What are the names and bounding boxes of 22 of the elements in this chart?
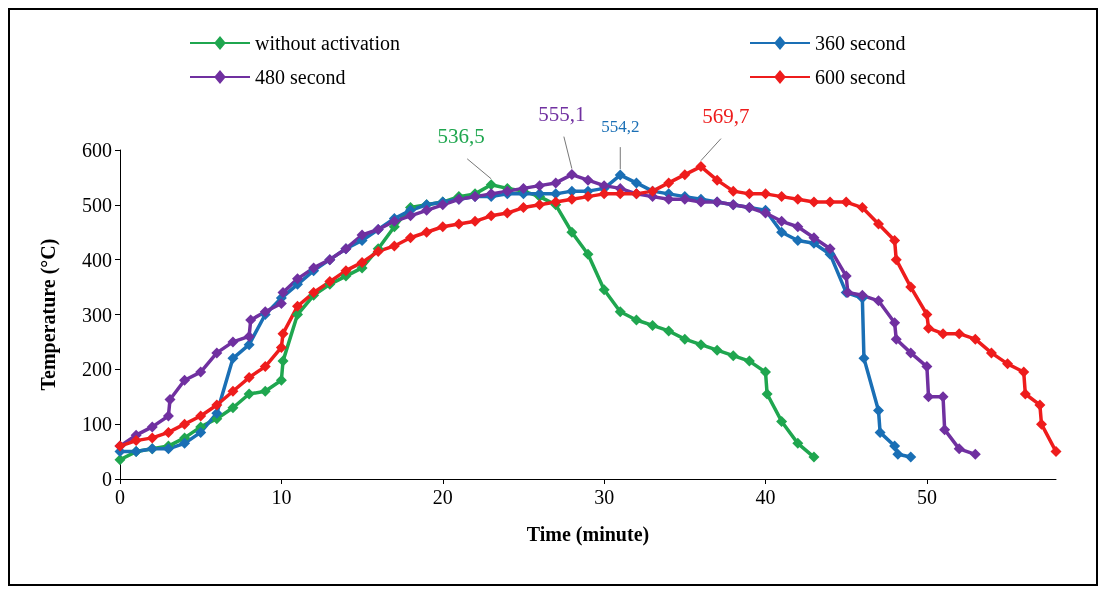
y-tick-label: 600 (82, 139, 112, 161)
y-tick-label: 400 (82, 248, 112, 271)
x-tick-label: 30 (594, 486, 615, 508)
annotation: 536,5 (437, 124, 485, 149)
y-tick-label: 100 (82, 413, 112, 436)
x-tick-label: 20 (432, 486, 453, 508)
legend-label: 360 second (815, 32, 906, 54)
legend-label: 600 second (815, 66, 906, 88)
y-tick-label: 0 (102, 468, 112, 490)
annotation: 554,2 (601, 117, 640, 137)
y-axis-title: Temperature (°C) (37, 238, 60, 391)
annotation: 569,7 (702, 104, 750, 129)
legend-label: 480 second (255, 66, 346, 88)
y-tick-label: 500 (82, 193, 112, 216)
x-tick-label: 50 (916, 486, 937, 508)
x-axis-title: Time (minute) (526, 523, 650, 546)
y-tick-label: 300 (82, 303, 112, 326)
legend-label: without activation (255, 32, 400, 54)
annotation: 555,1 (538, 102, 586, 127)
y-tick-label: 200 (82, 358, 112, 381)
x-tick-label: 10 (271, 486, 292, 508)
x-tick-label: 40 (755, 486, 776, 508)
